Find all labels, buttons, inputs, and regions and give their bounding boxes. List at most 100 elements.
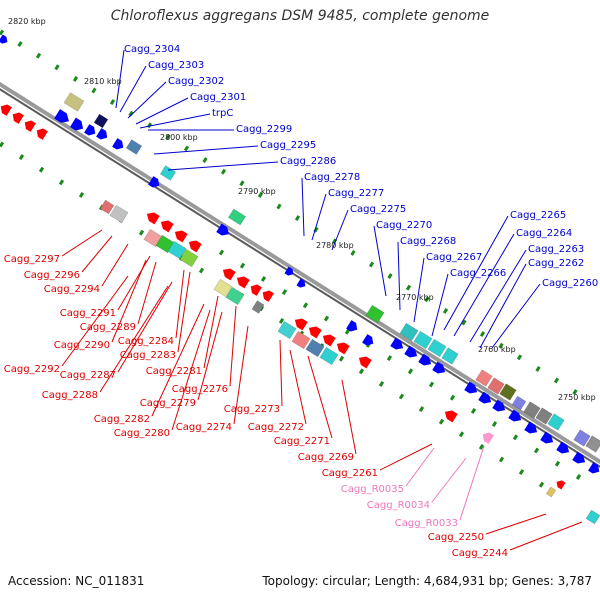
- cog-feature-box: [523, 401, 541, 419]
- leader-line: [139, 113, 211, 129]
- rna-label: Cagg_R0035: [341, 484, 404, 495]
- gc-marker: [218, 249, 225, 256]
- gc-marker: [553, 377, 560, 384]
- forward-gene-label: Cagg_2260: [542, 278, 598, 289]
- reverse-cds-arrow: [0, 104, 12, 116]
- cog-feature-box: [535, 407, 553, 425]
- forward-gene-label: Cagg_2270: [376, 220, 432, 231]
- backbone-line: [0, 88, 600, 468]
- gc-marker: [281, 289, 288, 296]
- cog-feature-box: [547, 413, 565, 431]
- gc-marker: [516, 354, 523, 361]
- forward-cds-arrow: [404, 345, 418, 358]
- leader-line: [413, 257, 425, 323]
- cog-feature-box: [499, 383, 517, 401]
- leader-line: [485, 513, 547, 535]
- gc-marker: [294, 215, 301, 222]
- reverse-gene-label: Cagg_2250: [428, 532, 484, 543]
- leader-line: [509, 521, 583, 551]
- leader-line: [341, 379, 357, 455]
- leader-line: [459, 445, 485, 521]
- gc-marker: [302, 302, 309, 309]
- forward-gene-label: Cagg_2303: [148, 60, 204, 71]
- gc-marker: [350, 249, 356, 256]
- forward-cds-arrow: [492, 399, 506, 412]
- tick-label: 2820 kbp: [8, 17, 46, 26]
- leader-line: [469, 249, 527, 343]
- cog-feature-box: [213, 278, 233, 298]
- forward-gene-label: Cagg_2268: [400, 236, 456, 247]
- gc-marker: [276, 203, 282, 210]
- genome-summary-text: Topology: circular; Length: 4,684,931 bp…: [262, 574, 592, 588]
- reverse-gene-label: Cagg_2271: [274, 436, 330, 447]
- gc-marker: [18, 154, 25, 161]
- forward-cds-arrow: [112, 138, 124, 150]
- forward-cds-arrow: [432, 361, 446, 374]
- cog-feature-box: [277, 320, 297, 340]
- leader-line: [99, 285, 169, 393]
- forward-cds-arrow: [69, 117, 84, 131]
- leader-line: [229, 305, 237, 387]
- leader-line: [289, 349, 307, 425]
- leader-line: [175, 269, 185, 339]
- cog-feature-box: [413, 330, 433, 350]
- reverse-cds-arrow: [160, 220, 174, 233]
- cog-feature-box: [251, 300, 265, 314]
- reverse-cds-arrow: [336, 342, 350, 355]
- leader-line: [81, 235, 113, 273]
- forward-gene-label: Cagg_2264: [516, 228, 572, 239]
- cog-feature-box: [399, 322, 419, 342]
- gc-marker: [535, 365, 541, 372]
- cog-feature-box: [99, 199, 115, 215]
- forward-cds-arrow: [84, 124, 96, 136]
- leader-line: [61, 275, 129, 367]
- reverse-cds-arrow: [262, 290, 274, 302]
- leader-line: [197, 311, 223, 401]
- forward-cds-arrow: [148, 176, 160, 188]
- forward-gene-label: Cagg_2304: [124, 44, 180, 55]
- leader-line: [171, 309, 211, 431]
- leader-line: [379, 443, 433, 471]
- gc-marker: [239, 180, 245, 187]
- reverse-cds-arrow: [222, 268, 236, 281]
- gc-marker: [512, 434, 519, 441]
- forward-gene-label: Cagg_2277: [328, 188, 384, 199]
- gc-marker: [239, 262, 246, 269]
- gc-marker: [575, 473, 582, 480]
- forward-cds-arrow: [346, 320, 358, 332]
- tick-label: 2810 kbp: [84, 77, 122, 86]
- gc-marker: [368, 261, 375, 268]
- cog-feature-box: [228, 208, 246, 226]
- forward-gene-label: Cagg_2286: [280, 156, 336, 167]
- gc-marker: [533, 447, 540, 454]
- cog-feature-box: [585, 509, 600, 525]
- reverse-gene-label: Cagg_2273: [224, 404, 280, 415]
- forward-cds-arrow: [54, 109, 69, 123]
- reverse-gene-label: Cagg_2282: [94, 414, 150, 425]
- leader-line: [117, 281, 173, 373]
- cog-feature-box: [573, 429, 591, 447]
- cog-feature-box: [427, 338, 447, 358]
- gc-marker: [58, 179, 65, 186]
- gc-marker: [257, 191, 264, 198]
- leader-line: [373, 225, 387, 297]
- reverse-gene-label: Cagg_2294: [44, 284, 100, 295]
- reverse-cds-arrow: [358, 356, 372, 369]
- leader-line: [167, 161, 279, 171]
- forward-cds-arrow: [572, 451, 586, 464]
- leader-line: [453, 233, 515, 337]
- leader-line: [307, 355, 333, 439]
- gc-marker: [554, 460, 561, 467]
- accession-text: Accession: NC_011831: [8, 574, 145, 588]
- gc-marker: [323, 315, 330, 322]
- leader-line: [127, 81, 167, 119]
- forward-gene-label: Cagg_2278: [304, 172, 360, 183]
- gc-marker: [491, 421, 498, 428]
- gc-marker: [35, 52, 42, 59]
- gc-marker: [78, 191, 85, 198]
- leader-line: [137, 261, 157, 325]
- forward-cds-arrow: [0, 34, 8, 44]
- reverse-cds-arrow: [174, 230, 188, 243]
- gc-marker: [386, 355, 393, 362]
- gc-marker: [378, 380, 385, 387]
